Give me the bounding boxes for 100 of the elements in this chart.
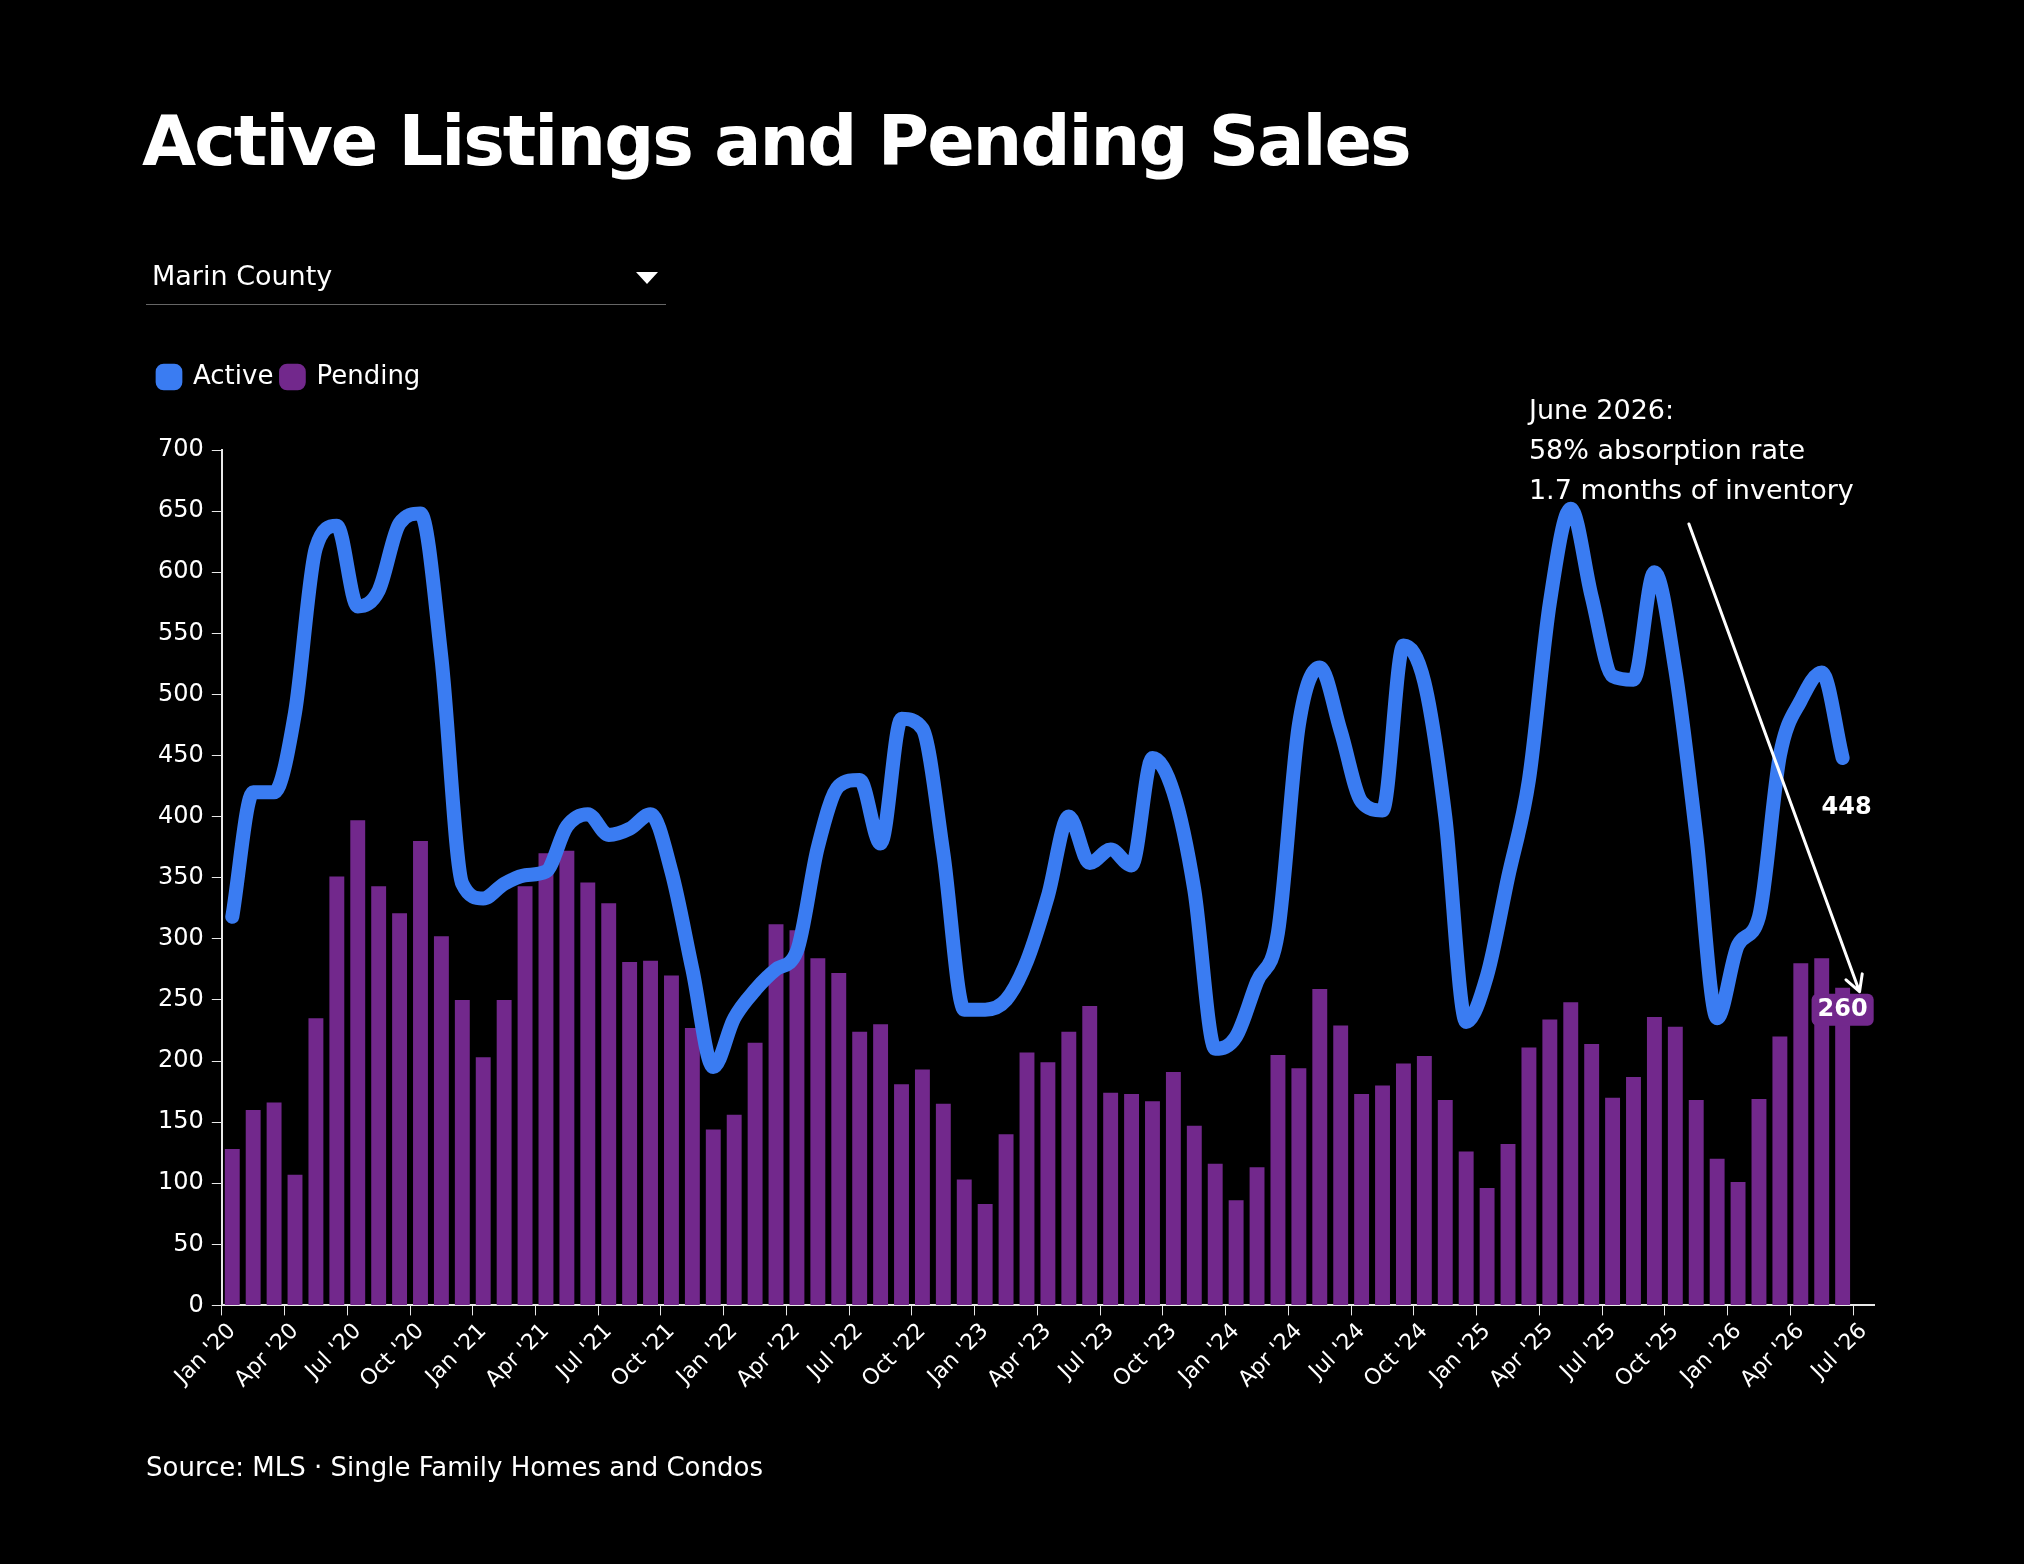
bar [1249,1167,1265,1305]
legend-label: Active [193,359,274,390]
bar [1165,1072,1181,1305]
legend-label: Pending [316,359,421,390]
bar [894,1084,909,1305]
bar [1354,1094,1370,1305]
chart-subtitle: Marin County [152,260,333,291]
bar [1479,1188,1495,1305]
bar [329,876,345,1305]
y-tick-label: 250 [158,984,204,1013]
source-note: Source: MLS · Single Family Homes and Condos [146,1452,763,1482]
y-tick-label: 0 [188,1289,204,1318]
bar [517,886,533,1305]
chart-title: Active Listings and Pending Sales [142,100,1410,182]
bar [726,1114,742,1305]
y-tick-label: 150 [158,1106,204,1135]
y-tick-label: 450 [158,739,204,768]
bar [789,930,805,1305]
bar [1061,1031,1077,1305]
bar [1688,1100,1704,1305]
bar [643,960,658,1305]
bar [308,1018,324,1305]
bar [350,820,366,1305]
bar [1500,1144,1516,1305]
bar [684,1028,700,1305]
bar [1082,1006,1098,1305]
bar [454,999,470,1305]
bar [1291,1068,1307,1305]
bar [224,1148,240,1305]
bar [1542,1019,1558,1305]
y-tick-label: 650 [158,495,204,524]
y-tick-label: 500 [158,678,204,707]
bar [1186,1125,1202,1305]
y-tick-label: 700 [158,434,204,463]
bar [1437,1100,1453,1305]
bar [1563,1002,1579,1305]
bar [371,886,387,1305]
bar [1584,1043,1600,1305]
bar [914,1069,930,1305]
y-tick-label: 300 [158,923,204,952]
bar [266,1102,282,1305]
bar [580,882,596,1305]
bar [1207,1163,1223,1305]
bar [245,1109,261,1305]
bar [1521,1047,1537,1305]
bar [1626,1076,1641,1305]
bar [1646,1017,1662,1305]
bar [1145,1101,1160,1305]
bar [287,1174,303,1305]
bar [977,1203,993,1305]
bar [1667,1026,1683,1305]
bar [1605,1097,1621,1305]
bar [1040,1062,1056,1305]
bar [1333,1025,1349,1305]
bar [1730,1181,1746,1305]
y-tick-label: 400 [158,800,204,829]
bar [392,913,408,1305]
bar [831,973,847,1305]
bar [601,903,617,1305]
bar [1416,1056,1432,1305]
annotation: June 2026: 58% absorption rate 1.7 months of inventory [1528,393,1854,507]
bar [1375,1085,1390,1305]
bar [747,1042,763,1305]
bar [1312,988,1328,1305]
y-tick-label: 350 [158,861,204,890]
bar [956,1179,972,1305]
y-tick-label: 100 [158,1167,204,1196]
bar [1019,1052,1035,1305]
bar [1103,1092,1119,1305]
bar [538,853,554,1305]
bar [998,1134,1014,1305]
bar [810,958,826,1305]
bar [475,1057,491,1305]
x-tick-label: Jul '26 [1804,1317,1872,1385]
bar [433,936,449,1305]
bar [1793,963,1809,1305]
bar [1395,1063,1411,1305]
bar [705,1129,721,1305]
bar [664,975,679,1305]
bar [1772,1036,1788,1305]
y-tick-label: 600 [158,556,204,585]
bar [559,850,575,1305]
bar [1458,1151,1474,1305]
y-tick-label: 550 [158,617,204,646]
bar [1709,1158,1725,1305]
bar [935,1103,951,1305]
bar [873,1024,889,1305]
bar [768,924,784,1305]
bar [1228,1200,1244,1305]
bar [1124,1094,1140,1305]
data-label: 448 [1821,792,1872,821]
bar [1270,1054,1286,1305]
bar [852,1031,868,1305]
bar [496,999,512,1305]
y-tick-label: 200 [158,1045,204,1074]
y-tick-label: 50 [173,1228,204,1257]
bar [622,962,638,1305]
data-label: 260 [1817,993,1868,1022]
bar [413,841,428,1305]
bar [1751,1098,1767,1305]
